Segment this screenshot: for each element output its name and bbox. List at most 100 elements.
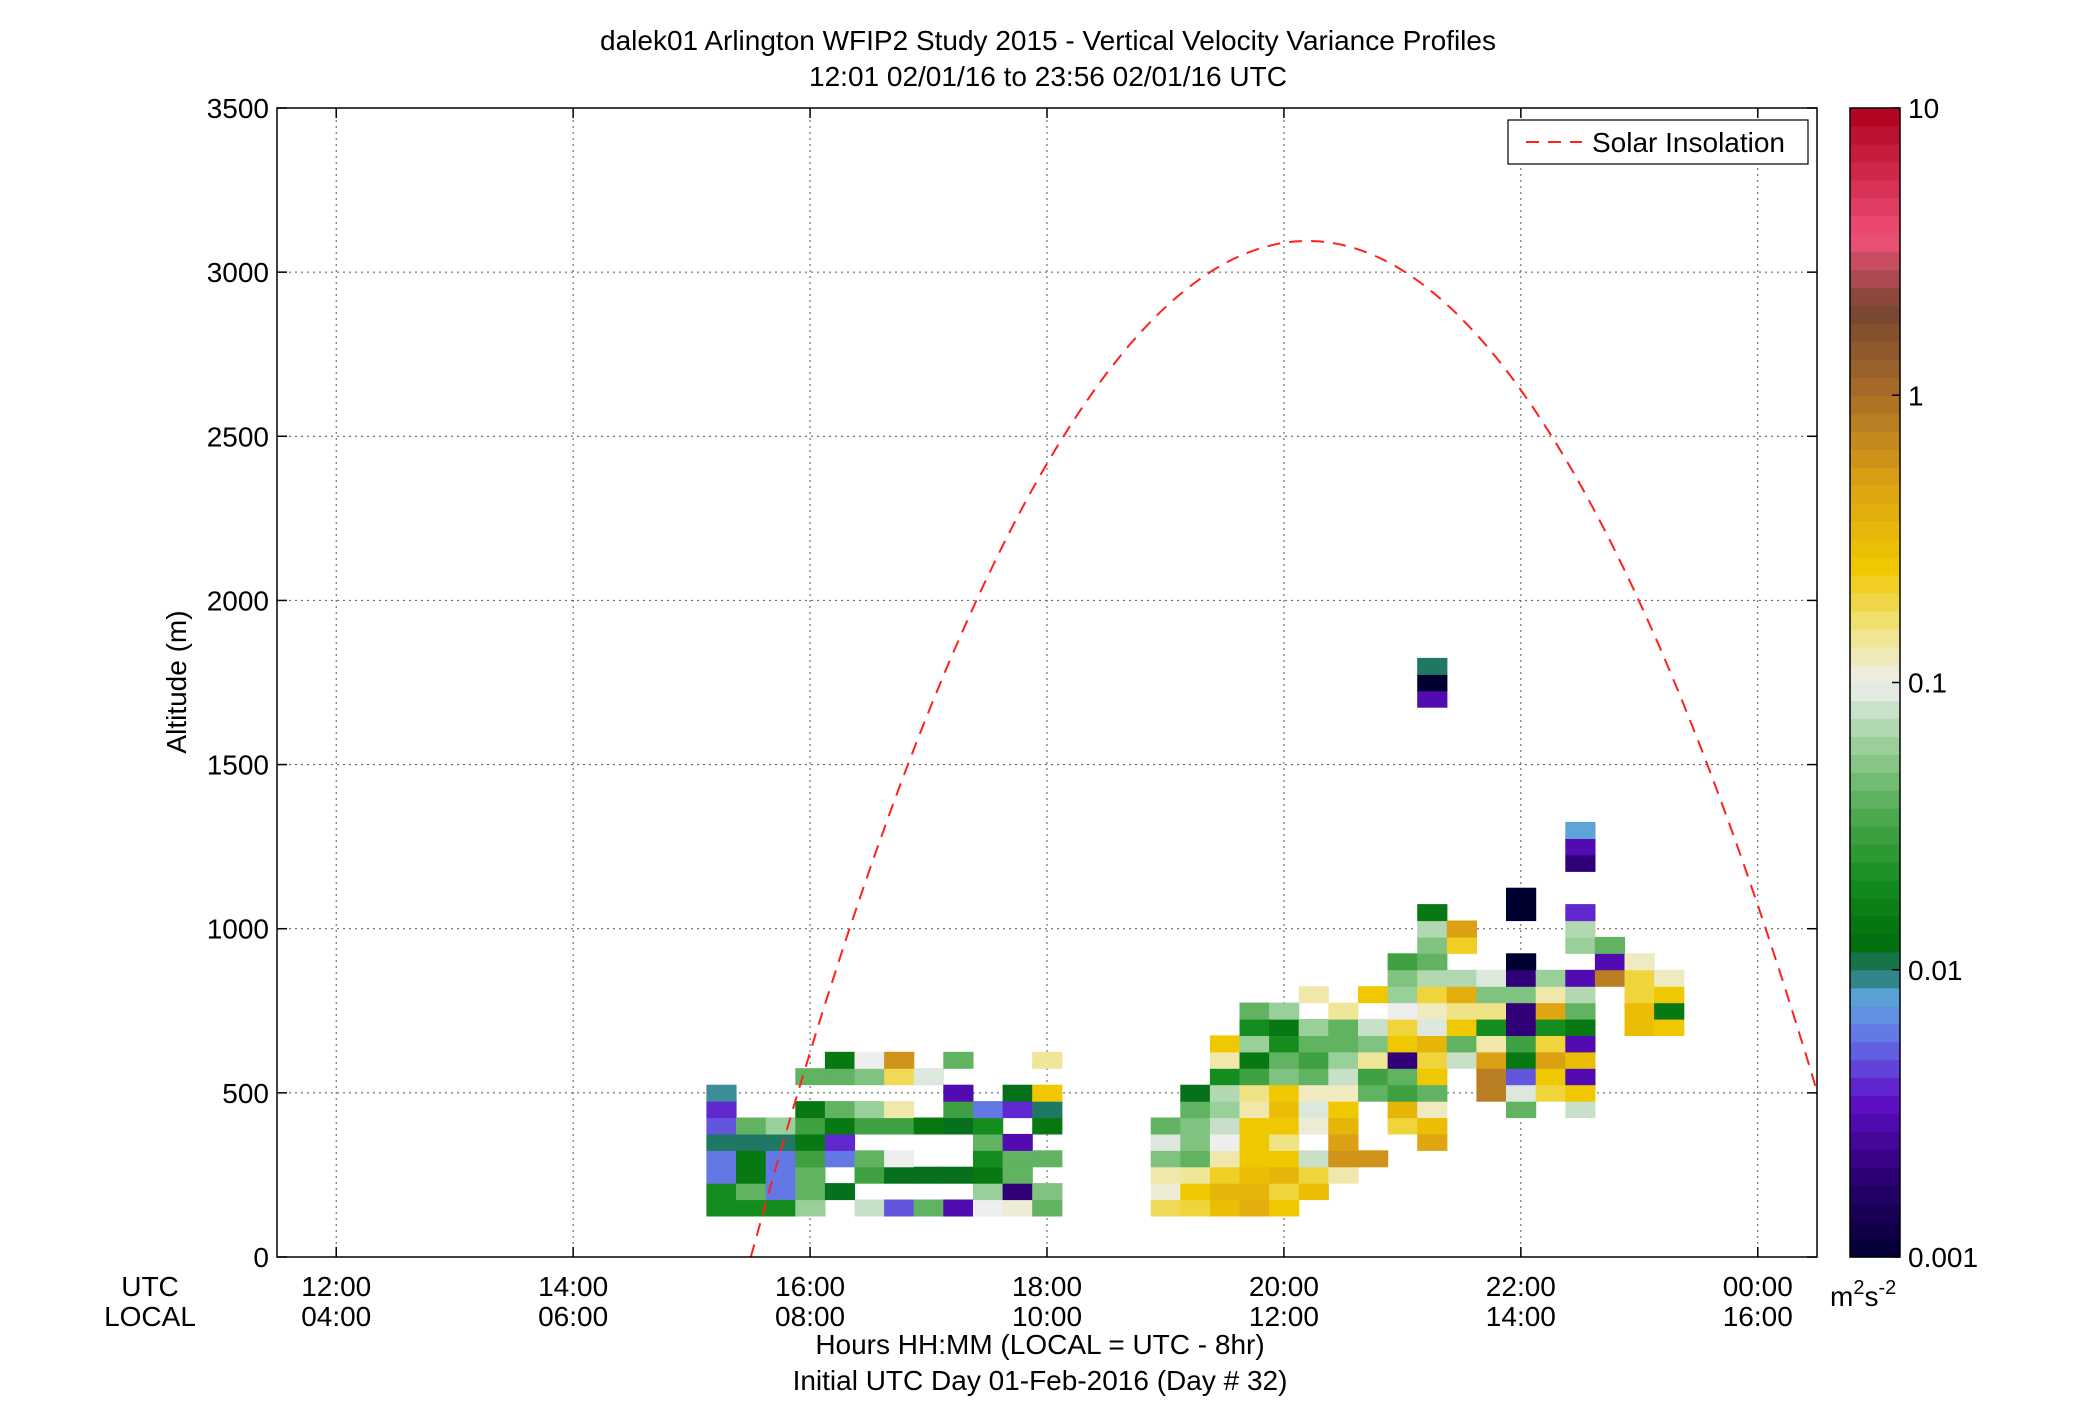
colorbar-tick-label: 0.001 bbox=[1908, 1242, 1978, 1273]
heatmap-cell bbox=[1358, 1035, 1389, 1053]
heatmap-cell bbox=[884, 1166, 915, 1184]
heatmap-cell bbox=[1239, 1019, 1270, 1036]
colorbar-segment bbox=[1850, 1131, 1900, 1150]
x-row-label-local: LOCAL bbox=[104, 1301, 196, 1332]
heatmap-cell bbox=[973, 1183, 1004, 1201]
x-tick-label-utc: 00:00 bbox=[1723, 1271, 1793, 1302]
heatmap-cell bbox=[1417, 1068, 1448, 1086]
heatmap-cell bbox=[1417, 936, 1448, 954]
colorbar-segment bbox=[1850, 108, 1900, 127]
heatmap-cell bbox=[1269, 1133, 1300, 1151]
colorbar-segment bbox=[1850, 449, 1900, 468]
heatmap-cell bbox=[1328, 1150, 1359, 1168]
heatmap-cell bbox=[1032, 1117, 1063, 1135]
heatmap-cell bbox=[736, 1133, 767, 1151]
heatmap-cell bbox=[1180, 1117, 1211, 1135]
heatmap-cell bbox=[736, 1199, 767, 1217]
heatmap-cell bbox=[1328, 1084, 1359, 1102]
colorbar-segment bbox=[1850, 1023, 1900, 1043]
heatmap-cell bbox=[1298, 1183, 1329, 1201]
heatmap-cell bbox=[854, 1051, 885, 1069]
heatmap-cell bbox=[1476, 1084, 1507, 1102]
heatmap-cell bbox=[1269, 1101, 1300, 1119]
heatmap-cell bbox=[973, 1133, 1004, 1151]
heatmap-cell bbox=[973, 1117, 1004, 1135]
colorbar-segment bbox=[1850, 718, 1900, 737]
colorbar-segment bbox=[1850, 790, 1900, 809]
colorbar-segment bbox=[1850, 592, 1900, 612]
colorbar-segment bbox=[1850, 1077, 1900, 1097]
heatmap-cell bbox=[913, 1166, 944, 1184]
heatmap-cell bbox=[1150, 1166, 1181, 1184]
heatmap-cell bbox=[884, 1199, 915, 1217]
colorbar-segment bbox=[1850, 215, 1900, 235]
heatmap-cell bbox=[706, 1183, 737, 1201]
heatmap-cell bbox=[1624, 1002, 1655, 1020]
heatmap-cell bbox=[1358, 1150, 1389, 1168]
heatmap-cell bbox=[1417, 1035, 1448, 1053]
x-tick-label-utc: 18:00 bbox=[1012, 1271, 1082, 1302]
heatmap-cell bbox=[1565, 1101, 1596, 1119]
colorbar-unit-mid: s bbox=[1864, 1281, 1878, 1312]
heatmap-cell bbox=[1032, 1051, 1063, 1069]
colorbar-segment bbox=[1850, 736, 1900, 755]
heatmap-cell bbox=[706, 1199, 737, 1217]
heatmap-cell bbox=[1446, 920, 1477, 938]
heatmap-cell bbox=[1328, 1051, 1359, 1069]
heatmap-cell bbox=[1358, 1019, 1389, 1036]
heatmap-cell bbox=[1535, 986, 1566, 1004]
heatmap-cell bbox=[1239, 1133, 1270, 1151]
heatmap-cell bbox=[1002, 1199, 1033, 1217]
heatmap-cell bbox=[973, 1150, 1004, 1168]
heatmap-cell bbox=[795, 1166, 826, 1184]
heatmap-cell bbox=[1180, 1133, 1211, 1151]
heatmap-cell bbox=[1002, 1166, 1033, 1184]
heatmap-cell bbox=[1328, 1133, 1359, 1151]
x-tick-label-local: 08:00 bbox=[775, 1301, 845, 1332]
heatmap-cell bbox=[1209, 1117, 1241, 1135]
heatmap-cell bbox=[1209, 1101, 1241, 1119]
colorbar-segment bbox=[1850, 161, 1900, 181]
colorbar-segment bbox=[1850, 395, 1900, 414]
colorbar-segment bbox=[1850, 377, 1900, 396]
colorbar-segment bbox=[1850, 1095, 1900, 1114]
heatmap-cell bbox=[1654, 1002, 1685, 1020]
colorbar-segment bbox=[1850, 431, 1900, 450]
heatmap-cell bbox=[1150, 1150, 1181, 1168]
heatmap-cell bbox=[1239, 1166, 1270, 1184]
colorbar-segment bbox=[1850, 143, 1900, 163]
x-tick-label-utc: 12:00 bbox=[301, 1271, 371, 1302]
heatmap-cell bbox=[1387, 953, 1418, 971]
heatmap-cell bbox=[1002, 1133, 1033, 1151]
colorbar-segment bbox=[1850, 179, 1900, 199]
heatmap-cell bbox=[795, 1117, 826, 1135]
legend-label-solar: Solar Insolation bbox=[1592, 127, 1785, 158]
x-tick-label-local: 12:00 bbox=[1249, 1301, 1319, 1332]
chart-title: dalek01 Arlington WFIP2 Study 2015 - Ver… bbox=[600, 25, 1496, 56]
colorbar-segment bbox=[1850, 1221, 1900, 1240]
heatmap-cell bbox=[1417, 674, 1448, 692]
y-tick-label: 1000 bbox=[207, 914, 269, 945]
heatmap-cell bbox=[1594, 953, 1626, 971]
heatmap-cell bbox=[1565, 854, 1596, 872]
heatmap-cell bbox=[1298, 1166, 1329, 1184]
heatmap-cell bbox=[1565, 1068, 1596, 1086]
colorbar-segment bbox=[1850, 503, 1900, 522]
heatmap-cell bbox=[1358, 986, 1389, 1004]
heatmap-cell bbox=[1417, 1051, 1448, 1069]
heatmap-cell bbox=[1476, 1019, 1507, 1036]
heatmap-cell bbox=[1002, 1101, 1033, 1119]
x-tick-label-local: 04:00 bbox=[301, 1301, 371, 1332]
colorbar-segment bbox=[1850, 233, 1900, 253]
colorbar-segment bbox=[1850, 341, 1900, 360]
heatmap-cell bbox=[1565, 904, 1596, 922]
heatmap-cell bbox=[1654, 969, 1685, 987]
y-tick-label: 0 bbox=[253, 1242, 269, 1273]
heatmap-cell bbox=[1506, 1019, 1537, 1036]
x-axis-label: Hours HH:MM (LOCAL = UTC - 8hr) bbox=[815, 1329, 1264, 1360]
colorbar-unit: m2s-2 bbox=[1830, 1277, 1896, 1312]
heatmap-cell bbox=[1654, 986, 1685, 1004]
heatmap-cell bbox=[1387, 1002, 1418, 1020]
heatmap-cell bbox=[1565, 822, 1596, 839]
heatmap-cell bbox=[1209, 1051, 1241, 1069]
